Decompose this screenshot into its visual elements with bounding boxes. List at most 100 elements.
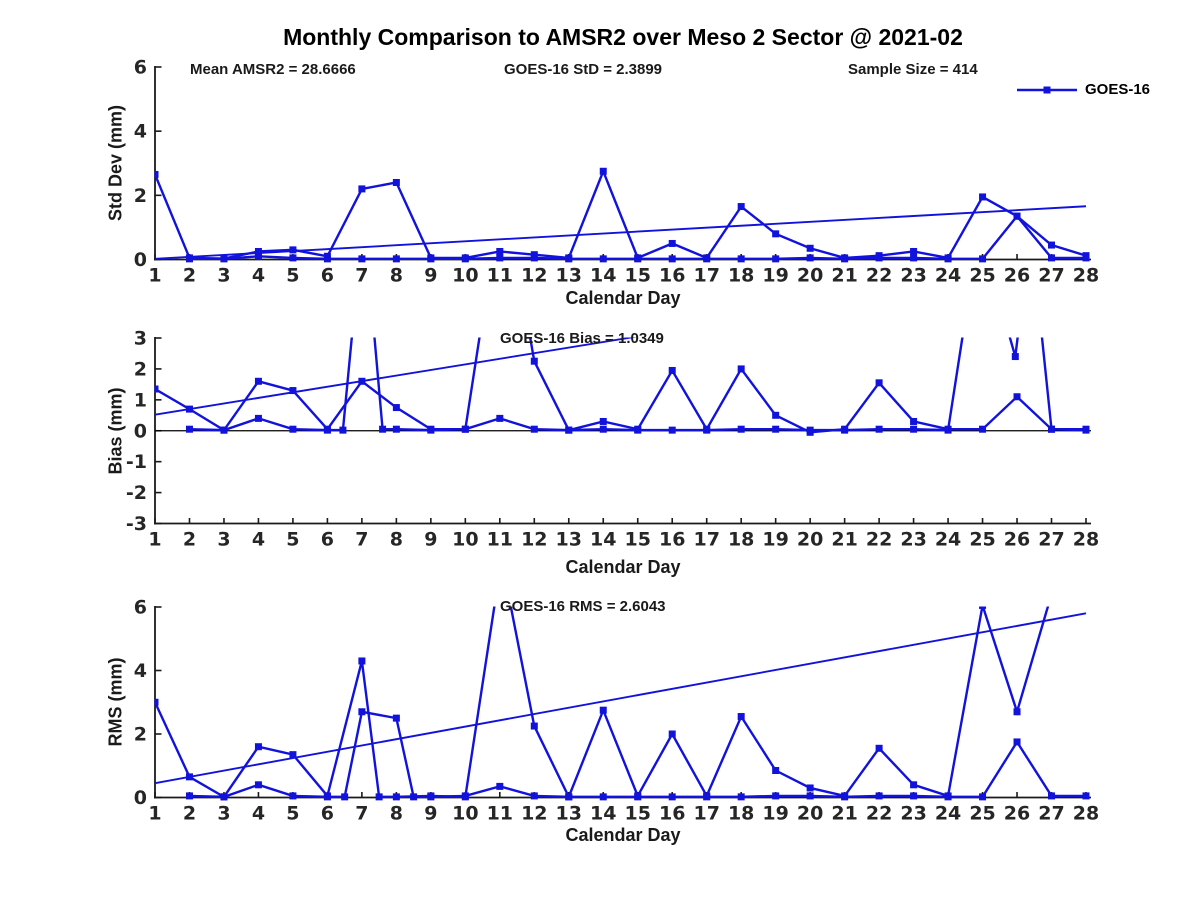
x-tick-label: 1 (148, 529, 161, 551)
y-tick-label: 3 (134, 328, 147, 350)
data-point-marker (841, 425, 849, 433)
trend-line (154, 337, 638, 416)
x-tick-label: 22 (866, 803, 892, 825)
data-point-marker (427, 425, 435, 433)
x-tick-label: 24 (935, 529, 961, 551)
data-point-marker (634, 425, 642, 433)
data-point-marker (323, 792, 331, 800)
data-point-marker (599, 706, 607, 714)
data-point-marker (530, 425, 538, 433)
x-tick-label: 12 (521, 529, 547, 551)
x-axis-label-top: Calendar Day (565, 288, 681, 308)
data-point-marker (220, 426, 228, 434)
x-tick-label: 27 (1038, 803, 1064, 825)
y-tick-label: 0 (134, 249, 147, 271)
data-point-marker (565, 254, 573, 262)
data-point-marker (392, 793, 400, 801)
data-point-marker (875, 252, 883, 260)
data-point-marker (1013, 738, 1021, 746)
x-tick-label: 2 (183, 529, 196, 551)
x-tick-label: 20 (797, 529, 823, 551)
data-point-marker (910, 417, 918, 425)
data-point-marker (737, 793, 745, 801)
data-point-marker (358, 255, 366, 263)
x-tick-label: 10 (452, 529, 478, 551)
data-point-marker (703, 425, 711, 433)
data-point-marker (254, 247, 262, 255)
data-point-marker (634, 792, 642, 800)
data-point-marker (910, 792, 918, 800)
x-tick-label: 21 (831, 803, 857, 825)
data-point-marker (599, 417, 607, 425)
data-point-marker (875, 379, 883, 387)
data-point-marker (185, 773, 193, 781)
x-tick-label: 18 (728, 265, 754, 287)
y-tick-label: 4 (134, 121, 147, 143)
y-tick-label: -1 (126, 451, 147, 473)
chart-title: Monthly Comparison to AMSR2 over Meso 2 … (283, 24, 963, 50)
y-axis-label-rms: RMS (mm) (105, 657, 126, 747)
y-tick-label: -2 (126, 482, 147, 504)
x-tick-label: 8 (390, 529, 403, 551)
data-point-marker (1048, 425, 1056, 433)
data-point-marker (254, 414, 262, 422)
data-point-marker (979, 425, 987, 433)
data-point-marker (530, 722, 538, 730)
x-tick-label: 26 (1004, 803, 1030, 825)
x-tick-label: 3 (217, 803, 230, 825)
data-point-marker (360, 211, 367, 218)
x-tick-label: 15 (625, 529, 651, 551)
x-tick-label: 18 (728, 803, 754, 825)
data-point-marker (979, 606, 987, 609)
x-tick-label: 26 (1004, 529, 1030, 551)
x-tick-label: 20 (797, 265, 823, 287)
x-tick-label: 6 (321, 265, 334, 287)
data-point-marker (703, 254, 711, 262)
trend-line (154, 205, 1087, 260)
data-point-marker (185, 425, 193, 433)
data-point-marker (341, 793, 349, 801)
data-point-marker (772, 792, 780, 800)
series-line (189, 710, 1086, 799)
data-point-marker (737, 713, 745, 721)
data-point-marker (668, 255, 676, 263)
data-point-marker (565, 793, 573, 801)
x-tick-label: 7 (355, 265, 368, 287)
x-tick-label: 12 (521, 265, 547, 287)
data-point-marker (461, 425, 469, 433)
data-point-marker (379, 425, 387, 433)
data-point-marker (703, 792, 711, 800)
data-point-marker (806, 254, 814, 262)
data-point-marker (1013, 212, 1021, 220)
data-point-marker (599, 167, 607, 175)
data-point-marker (254, 781, 262, 789)
data-point-marker (185, 254, 193, 262)
x-tick-label: 18 (728, 529, 754, 551)
x-tick-label: 10 (452, 265, 478, 287)
data-point-marker (289, 246, 297, 254)
x-tick-label: 11 (487, 529, 513, 551)
x-tick-label: 3 (217, 529, 230, 551)
x-tick-label: 16 (659, 529, 685, 551)
x-tick-label: 19 (762, 803, 788, 825)
data-point-marker (841, 792, 849, 800)
x-tick-label: 22 (866, 529, 892, 551)
data-point-marker (910, 781, 918, 789)
data-point-marker (806, 784, 814, 792)
data-point-marker (875, 744, 883, 752)
x-tick-label: 16 (659, 803, 685, 825)
x-tick-label: 17 (693, 803, 719, 825)
y-tick-label: 4 (134, 660, 147, 682)
data-point-marker (772, 411, 780, 419)
y-tick-label: 2 (134, 724, 147, 746)
data-point-marker (375, 793, 383, 801)
x-tick-label: 9 (424, 803, 437, 825)
x-tick-label: 24 (935, 803, 961, 825)
x-tick-label: 2 (183, 803, 196, 825)
x-tick-label: 23 (900, 265, 926, 287)
data-point-marker (1048, 254, 1056, 262)
data-point-marker (496, 414, 504, 422)
data-point-marker (500, 180, 507, 187)
